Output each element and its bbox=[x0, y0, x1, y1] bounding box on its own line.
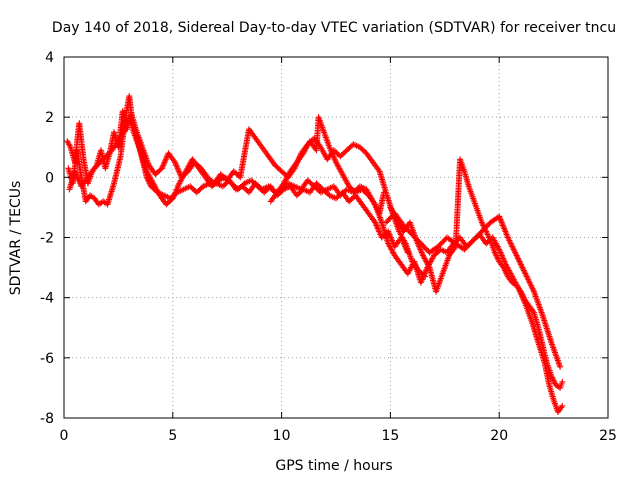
x-tick-label: 15 bbox=[381, 428, 399, 444]
x-tick-label: 5 bbox=[168, 428, 177, 444]
x-tick-label: 20 bbox=[490, 428, 508, 444]
plot-frame bbox=[63, 56, 609, 419]
x-axis-label: GPS time / hours bbox=[275, 458, 392, 474]
series-track-e bbox=[387, 156, 566, 391]
data-point bbox=[559, 402, 566, 409]
data-point bbox=[559, 378, 566, 385]
y-tick-label: 2 bbox=[45, 110, 54, 126]
x-tick-label: 10 bbox=[273, 428, 291, 444]
axis-ticks: 0 5 10 15 20 25 -8 -6 -4 -2 0 2 4 bbox=[40, 50, 617, 444]
data-point bbox=[557, 363, 564, 370]
y-tick-label: -2 bbox=[40, 231, 54, 247]
chart-title: Day 140 of 2018, Sidereal Day-to-day VTE… bbox=[52, 20, 616, 36]
series-track-b bbox=[65, 93, 411, 256]
y-tick-label: -6 bbox=[40, 351, 54, 367]
x-tick-label: 0 bbox=[60, 428, 69, 444]
series-track-f bbox=[383, 210, 564, 370]
data-points bbox=[64, 93, 566, 415]
y-tick-label: -8 bbox=[40, 411, 54, 427]
y-axis-label: SDTVAR / TECUs bbox=[8, 181, 24, 296]
series-track-c bbox=[66, 111, 429, 280]
y-tick-label: 4 bbox=[45, 50, 54, 66]
y-tick-label: 0 bbox=[45, 170, 54, 186]
grid bbox=[64, 57, 608, 418]
x-tick-label: 25 bbox=[599, 428, 617, 444]
y-tick-label: -4 bbox=[40, 291, 54, 307]
